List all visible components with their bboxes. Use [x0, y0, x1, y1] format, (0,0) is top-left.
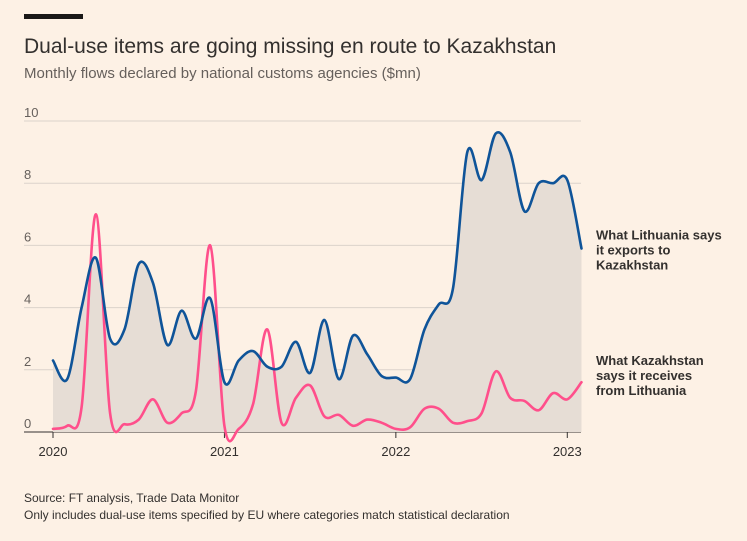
label-line: it exports to	[596, 243, 670, 258]
label-line: Kazakhstan	[596, 258, 668, 273]
source-note: Source: FT analysis, Trade Data Monitor	[24, 491, 240, 505]
gap-area-fill	[53, 132, 582, 432]
y-tick-label: 8	[24, 167, 31, 182]
x-tick-label: 2021	[210, 444, 239, 459]
label-line: from Lithuania	[596, 383, 687, 398]
series-labels: What Lithuania says it exports to Kazakhst…	[596, 228, 722, 399]
receives-series-line	[51, 212, 583, 443]
y-axis-ticks: 0 2 4 6 8 10	[24, 105, 38, 431]
exports-series-label: What Lithuania says it exports to Kazakhst…	[596, 228, 722, 273]
y-tick-label: 2	[24, 354, 31, 369]
label-line: What Lithuania says	[596, 228, 722, 243]
chart-subtitle: Monthly flows declared by national custo…	[24, 65, 421, 82]
y-tick-label: 6	[24, 229, 31, 244]
y-tick-label: 0	[24, 416, 31, 431]
footnote: Only includes dual-use items specified b…	[24, 508, 510, 522]
receives-series-label: What Kazakhstan says it receives from Lith…	[596, 353, 704, 398]
exports-series-line	[51, 131, 583, 386]
x-axis: 2020 2021 2022 2023	[39, 432, 582, 459]
ft-brand-bar	[24, 14, 83, 19]
y-tick-label: 4	[24, 292, 31, 307]
label-line: says it receives	[596, 368, 692, 383]
label-line: What Kazakhstan	[596, 353, 704, 368]
y-tick-label: 10	[24, 105, 38, 120]
series-lines	[51, 131, 583, 443]
chart-title: Dual-use items are going missing en rout…	[24, 35, 557, 58]
x-tick-label: 2020	[39, 444, 68, 459]
x-tick-label: 2023	[553, 444, 582, 459]
x-tick-label: 2022	[381, 444, 410, 459]
